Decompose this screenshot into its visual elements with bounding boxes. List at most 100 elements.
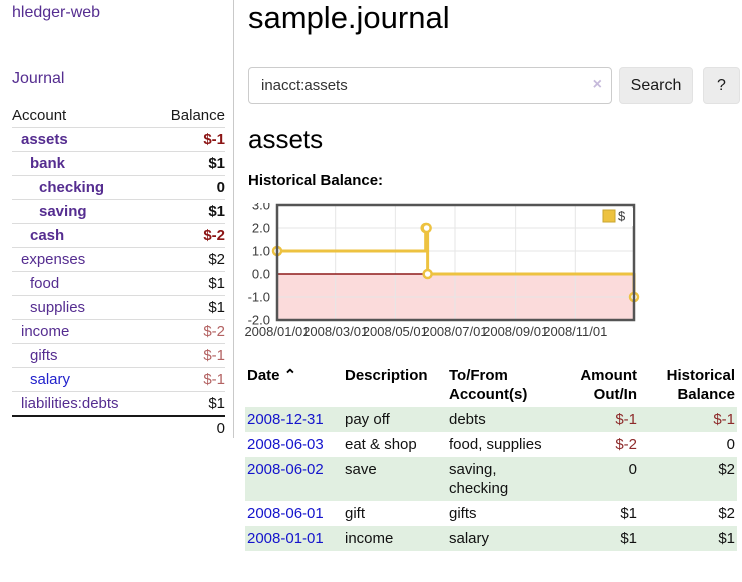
transaction-accounts: food, supplies [449,436,542,453]
x-tick-label: 2008/05/01 [363,324,428,339]
account-link-liabilities-debts[interactable]: liabilities:debts [21,395,119,412]
account-link-gifts[interactable]: gifts [30,347,58,364]
register-header-row: Date ⌃ Description To/From Account(s) Amoun… [245,363,737,407]
y-tick-label: 0.0 [252,267,270,282]
accounts-table-header: Account Balance [12,104,225,128]
transaction-row: 2008-06-01 gift gifts $1 $2 [245,501,737,526]
transaction-row: 2008-01-01 income salary $1 $1 [245,526,737,551]
account-link-saving[interactable]: saving [39,203,87,220]
y-tick-label: -1.0 [248,290,270,305]
accounts-table: Account Balance assets $-1 bank $1 checking 0… [12,104,225,440]
account-row: assets $-1 [12,128,225,152]
page-title: sample.journal [248,0,450,35]
transaction-amount: $-1 [615,411,637,428]
transaction-description: income [345,530,394,547]
y-tick-label: 3.0 [252,203,270,213]
y-tick-label: 1.0 [252,244,270,259]
account-balance: $-2 [203,227,225,244]
transaction-accounts: saving, checking [449,461,509,497]
brand-link[interactable]: hledger-web [12,4,101,21]
account-row: bank $1 [12,152,225,176]
y-tick-label: -2.0 [248,313,270,328]
transaction-date-link[interactable]: 2008-12-31 [247,411,324,428]
account-balance: $1 [208,299,225,316]
x-tick-label: 2008/07/01 [422,324,487,339]
account-row: food $1 [12,272,225,296]
transaction-description: save [345,461,377,478]
account-row: gifts $-1 [12,344,225,368]
account-link-checking[interactable]: checking [39,179,105,196]
register-header-amount-out-in: Amount Out/In [580,367,637,403]
account-row: liabilities:debts $1 [12,392,225,417]
transaction-balance: $2 [718,505,735,522]
transaction-description: eat & shop [345,436,417,453]
y-tick-label: 2.0 [252,221,270,236]
x-tick-label: 2008/03/01 [303,324,368,339]
transaction-date-link[interactable]: 2008-06-02 [247,461,324,478]
register-header-description: Description [345,367,428,384]
search-button[interactable]: Search [619,67,693,104]
transaction-accounts: salary [449,530,490,547]
search-input-wrap: × [248,67,612,104]
legend-label: $ [618,209,626,224]
transaction-amount: $1 [620,505,637,522]
account-link-assets[interactable]: assets [21,131,68,148]
transaction-date-link[interactable]: 2008-06-01 [247,505,324,522]
account-balance: $-2 [203,323,225,340]
transaction-accounts: debts [449,411,486,428]
account-link-income[interactable]: income [21,323,70,340]
transaction-accounts: gifts [449,505,477,522]
chart-marker [422,268,433,280]
transaction-balance: $-1 [713,411,735,428]
account-balance: $2 [208,251,225,268]
accounts-total-row: 0 [12,417,225,440]
register-header-historical-balance: Historical Balance [666,367,735,403]
transaction-balance: 0 [726,436,735,453]
accounts-total-value: 0 [216,420,225,437]
account-balance: $1 [208,395,225,412]
transaction-amount: $1 [620,530,637,547]
clear-search-icon[interactable]: × [592,76,602,93]
accounts-table-body: assets $-1 bank $1 checking 0 saving $1 cash $-2 e… [12,128,225,417]
account-link-cash[interactable]: cash [30,227,65,244]
account-link-salary[interactable]: salary [30,371,71,388]
search-bar: × Search ? [248,67,742,104]
account-balance: $-1 [203,347,225,364]
account-link-food[interactable]: food [30,275,60,292]
sidebar: hledger-web Journal Account Balance asse… [0,0,234,438]
account-row: saving $1 [12,200,225,224]
historical-balance-chart: 3.0 2.0 1.0 0.0 -1.0 -2.02008/01/012008/03/01… [244,203,640,339]
register-header-date[interactable]: Date ⌃ [247,367,297,384]
account-row: cash $-2 [12,224,225,248]
account-link-expenses[interactable]: expenses [21,251,86,268]
transaction-row: 2008-12-31 pay off debts $-1 $-1 [245,407,737,432]
main-content: sample.journal × Search ? assets Histori… [244,0,742,582]
register-table: Date ⌃ Description To/From Account(s) Amoun… [245,363,737,551]
transaction-balance: $1 [718,530,735,547]
account-balance: $1 [208,275,225,292]
account-balance: $-1 [203,131,225,148]
account-balance: $-1 [203,371,225,388]
transaction-row: 2008-06-03 eat & shop food, supplies $-2 0 [245,432,737,457]
account-link-supplies[interactable]: supplies [30,299,86,316]
chart-title: Historical Balance: [248,172,384,189]
register-header-to-from-account-s-: To/From Account(s) [449,367,528,403]
chart-marker [421,222,432,234]
account-balance: 0 [216,179,225,196]
balance-column-header: Balance [170,107,225,124]
transaction-date-link[interactable]: 2008-01-01 [247,530,324,547]
help-button[interactable]: ? [703,67,740,104]
account-heading: assets [248,124,324,154]
search-input[interactable] [248,67,612,104]
account-row: checking 0 [12,176,225,200]
chart-border [275,203,636,322]
transaction-description: gift [345,505,366,522]
transaction-balance: $2 [718,461,735,478]
x-tick-label: 2008/09/01 [483,324,548,339]
account-link-bank[interactable]: bank [30,155,66,172]
account-row: salary $-1 [12,368,225,392]
account-row: income $-2 [12,320,225,344]
transaction-date-link[interactable]: 2008-06-03 [247,436,324,453]
sidebar-item-journal[interactable]: Journal [12,70,65,87]
